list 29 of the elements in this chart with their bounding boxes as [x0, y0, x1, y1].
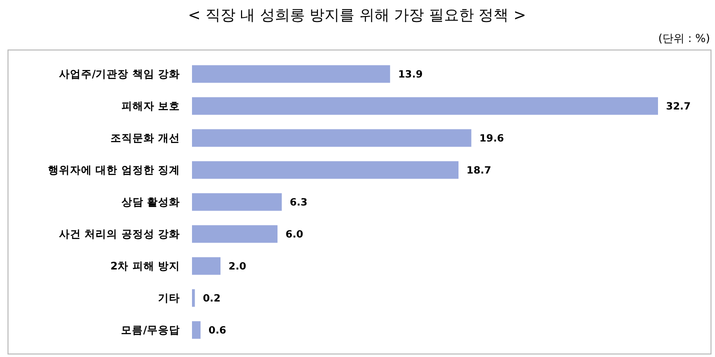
- data-label: 18.7: [466, 166, 492, 176]
- bar: [192, 65, 390, 83]
- bar: [192, 129, 472, 147]
- data-label: 6.0: [286, 230, 304, 240]
- bar: [192, 289, 195, 307]
- bar: [192, 193, 282, 211]
- y-tick-label: 모름/무응답: [121, 324, 180, 336]
- y-tick-label: 사업주/기관장 책임 강화: [58, 68, 180, 80]
- data-label: 6.3: [290, 198, 308, 208]
- data-label: 2.0: [228, 262, 246, 272]
- bar: [192, 161, 458, 179]
- y-tick-label: 행위자에 대한 엄정한 징계: [48, 164, 180, 176]
- y-tick-label: 기타: [158, 292, 180, 304]
- bar: [192, 321, 201, 339]
- y-tick-label: 상담 활성화: [121, 196, 180, 208]
- data-label: 13.9: [398, 70, 423, 80]
- bar: [192, 257, 220, 275]
- data-label: 19.6: [479, 134, 504, 144]
- text: (단위 : %): [658, 32, 710, 45]
- chart-title: < 직장 내 성희롱 방지를 위해 가장 필요한 정책 >: [188, 6, 526, 24]
- y-tick-label: 조직문화 개선: [110, 132, 180, 144]
- bar: [192, 97, 658, 115]
- y-tick-label: 피해자 보호: [121, 100, 180, 112]
- bar: [192, 225, 278, 243]
- data-label: 0.6: [208, 326, 226, 336]
- y-tick-label: 사건 처리의 공정성 강화: [59, 228, 180, 240]
- data-label: 0.2: [202, 294, 221, 304]
- y-tick-label: 2차 피해 방지: [110, 260, 180, 272]
- data-label: 32.7: [666, 102, 691, 112]
